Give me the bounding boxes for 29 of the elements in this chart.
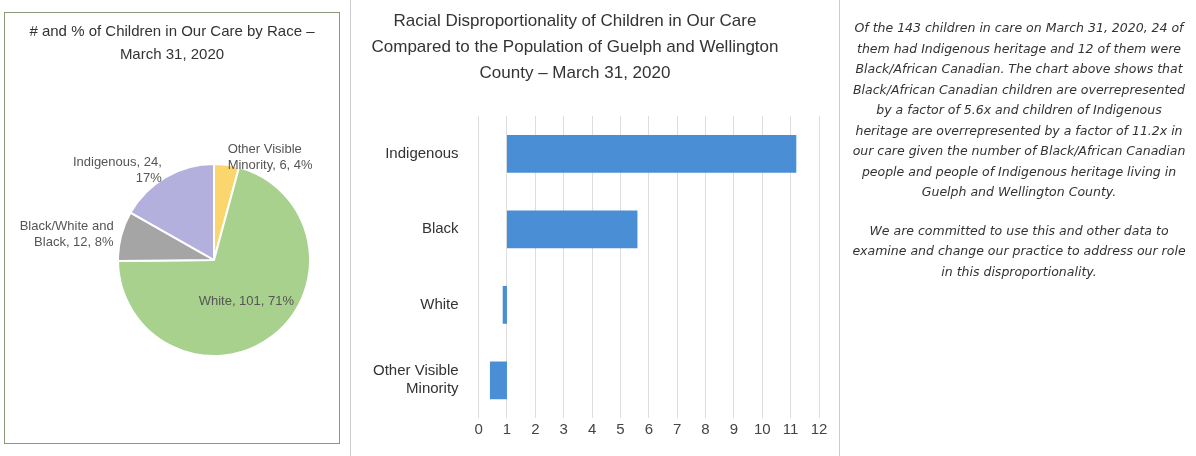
x-tick-label: 2: [531, 420, 540, 438]
bar: [506, 210, 638, 249]
x-tick-label: 8: [701, 420, 710, 438]
y-tick-label: Other Visible Minority: [372, 361, 460, 397]
y-tick-label: White: [420, 294, 459, 312]
x-tick-label: 10: [753, 420, 771, 438]
x-tick-label: 5: [616, 420, 625, 438]
x-tick-label: 0: [474, 420, 483, 438]
slice-label: White, 101, 71%: [198, 293, 295, 309]
chart-title: # and % of Children in Our Care by Race – March 31, 2020: [28, 21, 316, 64]
text: We are committed to use this and other data to examine and change our practice to address our role in this disproportionality.: [851, 221, 1187, 281]
text: Of the 143 children in care on March 31, 2020, 24 of them had Indigenous heritage and 12 of them were Black/African Canadian. The chart above shows that Black/African Canadian children are overrepresented by a factor of 5.6x and children of Indigenous heritage are overrepresented by a factor of 11.2x in our care given the number of Black/African Canadian people and people of Indigenous heritage living in Guelph and Wellington County.: [852, 20, 1186, 199]
x-tick-label: 12: [810, 420, 828, 438]
chart-title: Racial Disproportionality of Children in Our Care Compared to the Population of Guelph and Wellington County – March 31, 2020: [370, 10, 780, 84]
x-tick-label: 3: [559, 420, 568, 438]
x-tick-label: 9: [729, 420, 739, 438]
bar: [502, 285, 507, 324]
slice-label: Black/White and Black, 12, 8%: [19, 217, 115, 249]
y-tick-label: Indigenous: [385, 143, 459, 161]
x-tick-label: 7: [672, 420, 682, 438]
bar: [506, 134, 797, 173]
y-tick-label: Black: [421, 219, 460, 237]
slice-label: Indigenous, 24, 17%: [72, 153, 163, 185]
x-tick-label: 6: [644, 420, 653, 438]
x-tick-label: 1: [502, 420, 512, 438]
x-tick-label: 11: [782, 420, 799, 438]
slice-label: Other Visible Minority, 6, 4%: [227, 140, 314, 172]
x-tick-label: 4: [587, 420, 597, 438]
bar: [489, 361, 507, 400]
